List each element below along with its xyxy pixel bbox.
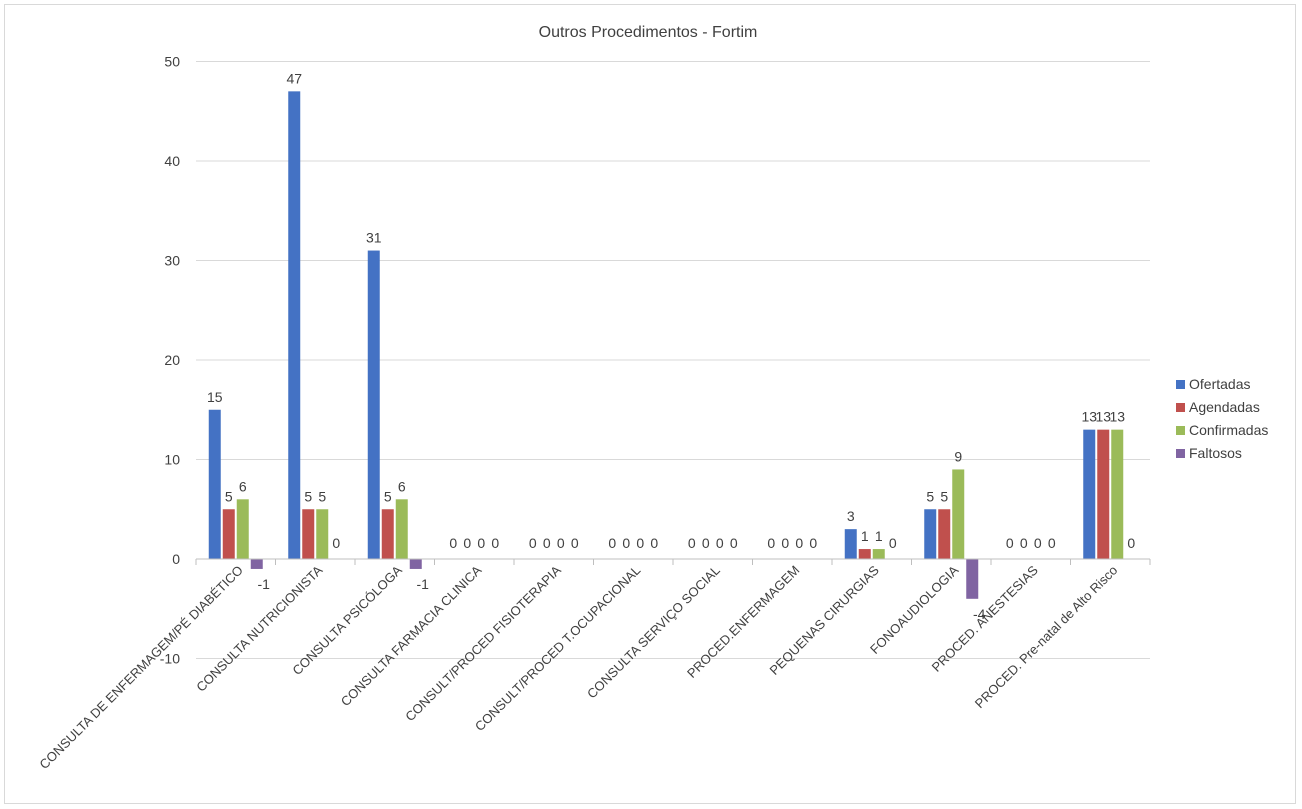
data-label: 5 bbox=[225, 488, 233, 504]
x-category-label: CONSULT/PROCED T.OCUPACIONAL bbox=[472, 563, 644, 735]
legend-label: Ofertadas bbox=[1189, 376, 1250, 392]
bar-confirmadas bbox=[395, 499, 408, 559]
y-tick-label: -10 bbox=[160, 651, 180, 667]
data-label: 0 bbox=[1034, 535, 1042, 551]
legend-label: Faltosos bbox=[1189, 445, 1242, 461]
legend-swatch bbox=[1176, 380, 1185, 389]
x-category-label: CONSULTA FARMACIA CLINICA bbox=[338, 562, 485, 709]
data-label: 0 bbox=[529, 535, 537, 551]
data-label: 31 bbox=[366, 230, 382, 246]
data-label: 5 bbox=[940, 488, 948, 504]
legend-swatch bbox=[1176, 449, 1185, 458]
data-label: 0 bbox=[449, 535, 457, 551]
legend-swatch bbox=[1176, 403, 1185, 412]
bar-confirmadas bbox=[236, 499, 249, 559]
y-tick-label: 50 bbox=[164, 54, 180, 70]
bar-ofertadas bbox=[844, 529, 857, 559]
bar-agendadas bbox=[938, 509, 951, 559]
data-label: 5 bbox=[384, 488, 392, 504]
data-label: 0 bbox=[557, 535, 565, 551]
data-label: 0 bbox=[332, 535, 340, 551]
bar-ofertadas bbox=[1083, 429, 1096, 559]
bar-faltosos bbox=[409, 559, 422, 569]
bar-agendadas bbox=[222, 509, 235, 559]
data-label: 5 bbox=[926, 488, 934, 504]
data-label: 0 bbox=[889, 535, 897, 551]
legend-swatch bbox=[1176, 426, 1185, 435]
data-label: 5 bbox=[318, 488, 326, 504]
bar-confirmadas bbox=[1111, 429, 1124, 559]
data-label: 0 bbox=[716, 535, 724, 551]
bar-agendadas bbox=[381, 509, 394, 559]
data-label: 0 bbox=[1127, 535, 1135, 551]
bar-faltosos bbox=[250, 559, 263, 569]
y-tick-label: 30 bbox=[164, 253, 180, 269]
chart-title: Outros Procedimentos - Fortim bbox=[539, 24, 758, 41]
data-label: 13 bbox=[1109, 409, 1125, 425]
data-label: 0 bbox=[543, 535, 551, 551]
x-category-label: PROCED. Pre-natal de Alto Risco bbox=[972, 563, 1121, 712]
data-label: -1 bbox=[258, 576, 271, 592]
data-label: 0 bbox=[571, 535, 579, 551]
data-label: 0 bbox=[622, 535, 630, 551]
data-label: 0 bbox=[688, 535, 696, 551]
legend-label: Confirmadas bbox=[1189, 422, 1268, 438]
chart-frame bbox=[4, 4, 1296, 804]
data-label: 0 bbox=[477, 535, 485, 551]
data-label: 0 bbox=[1006, 535, 1014, 551]
bar-confirmadas bbox=[316, 509, 329, 559]
bar-confirmadas bbox=[872, 549, 885, 559]
y-tick-label: 10 bbox=[164, 452, 180, 468]
data-label: 0 bbox=[1020, 535, 1028, 551]
y-axis: -10 0 10 20 30 40 50 bbox=[160, 54, 180, 667]
data-label: 0 bbox=[767, 535, 775, 551]
data-label: 1 bbox=[861, 528, 869, 544]
data-label: -1 bbox=[417, 576, 430, 592]
data-label: 13 bbox=[1095, 409, 1111, 425]
data-label: 0 bbox=[491, 535, 499, 551]
legend: Ofertadas Agendadas Confirmadas Faltosos bbox=[1176, 376, 1268, 461]
x-category-label: FONOAUDIOLOGIA bbox=[867, 562, 962, 657]
legend-label: Agendadas bbox=[1189, 399, 1260, 415]
bar-ofertadas bbox=[367, 250, 380, 560]
data-label: 0 bbox=[650, 535, 658, 551]
bars bbox=[208, 91, 1124, 599]
bar-ofertadas bbox=[924, 509, 937, 559]
x-category-label: CONSULTA SERVIÇO SOCIAL bbox=[584, 563, 723, 702]
bar-agendadas bbox=[858, 549, 871, 559]
data-label: 0 bbox=[702, 535, 710, 551]
data-label: 0 bbox=[608, 535, 616, 551]
data-label: 13 bbox=[1081, 409, 1097, 425]
data-label: 0 bbox=[463, 535, 471, 551]
data-label: 1 bbox=[875, 528, 883, 544]
data-label: 5 bbox=[304, 488, 312, 504]
data-label: 6 bbox=[398, 478, 406, 494]
data-label: 15 bbox=[207, 389, 223, 405]
data-label: 0 bbox=[781, 535, 789, 551]
data-label: 47 bbox=[286, 70, 302, 86]
data-label: 0 bbox=[730, 535, 738, 551]
bar-agendadas bbox=[1097, 429, 1110, 559]
bar-ofertadas bbox=[208, 409, 221, 559]
x-axis: CONSULTA DE ENFERMAGEM/PÉ DIABÉTICOCONSU… bbox=[36, 558, 1151, 772]
y-tick-label: 40 bbox=[164, 153, 180, 169]
bar-faltosos bbox=[966, 559, 979, 599]
data-label: 0 bbox=[809, 535, 817, 551]
bar-ofertadas bbox=[288, 91, 301, 559]
y-tick-label: 0 bbox=[172, 551, 180, 567]
bar-confirmadas bbox=[952, 469, 965, 559]
data-label: 3 bbox=[847, 508, 855, 524]
gridlines bbox=[196, 61, 1150, 659]
data-label: 9 bbox=[954, 448, 962, 464]
bar-agendadas bbox=[302, 509, 315, 559]
y-tick-label: 20 bbox=[164, 352, 180, 368]
data-label: 0 bbox=[636, 535, 644, 551]
data-label: 0 bbox=[1048, 535, 1056, 551]
data-label: -4 bbox=[973, 606, 986, 622]
data-label: 6 bbox=[239, 478, 247, 494]
data-label: 0 bbox=[795, 535, 803, 551]
